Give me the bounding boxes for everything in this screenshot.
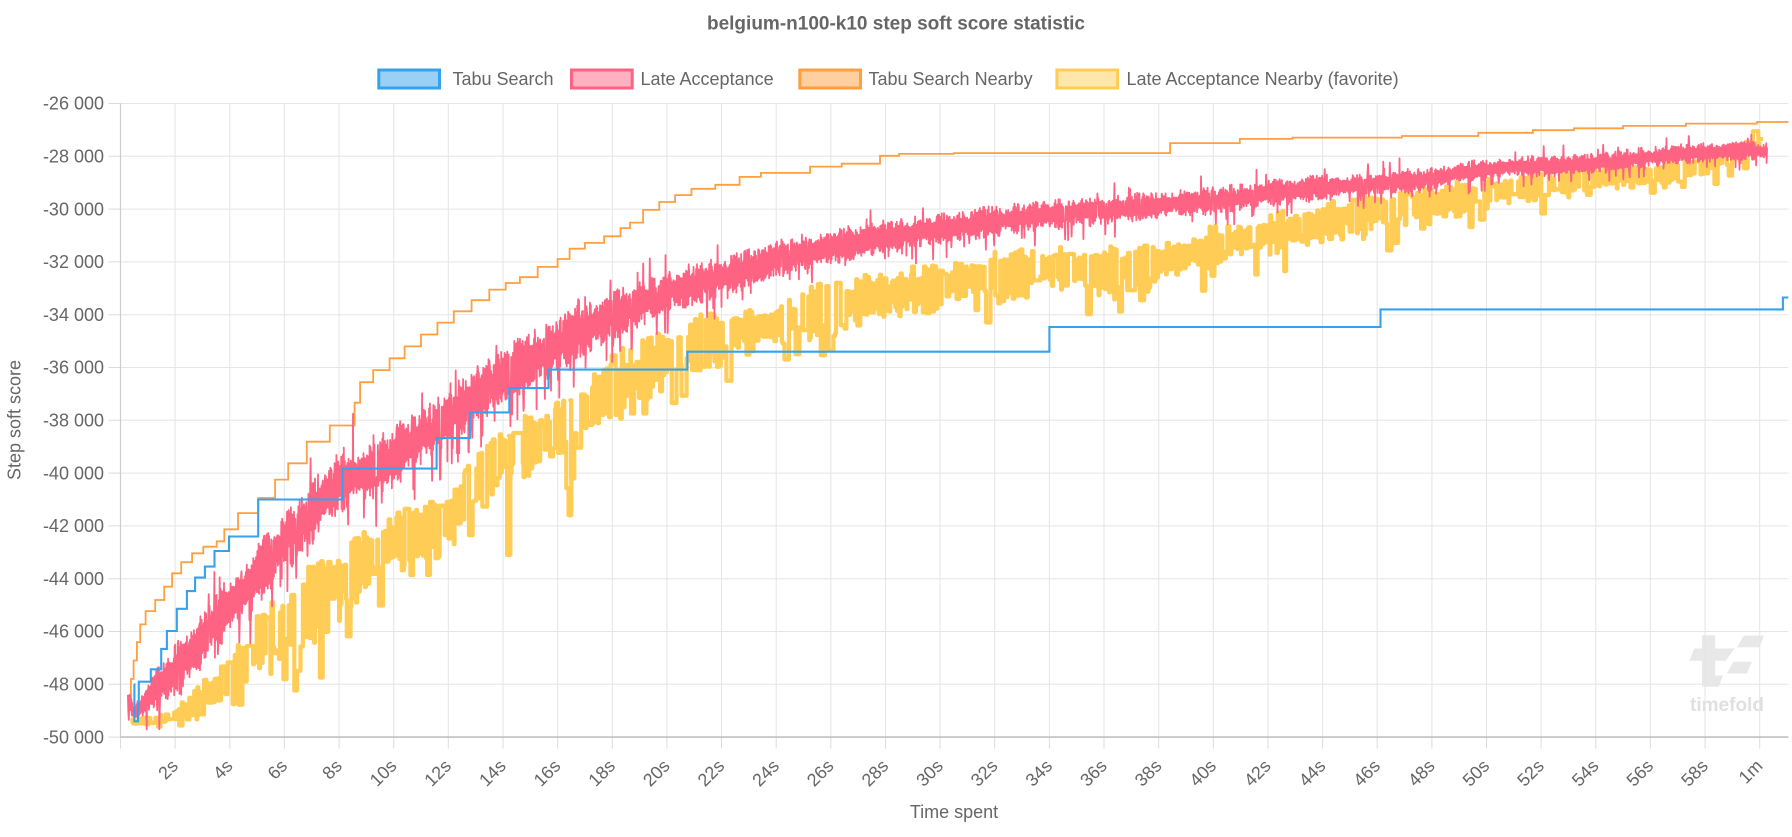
svg-text:-30 000: -30 000 (43, 199, 104, 219)
svg-text:-34 000: -34 000 (43, 305, 104, 325)
svg-text:-36 000: -36 000 (43, 358, 104, 378)
svg-text:Late Acceptance Nearby (favori: Late Acceptance Nearby (favorite) (1127, 69, 1399, 89)
svg-text:-44 000: -44 000 (43, 569, 104, 589)
svg-text:-38 000: -38 000 (43, 411, 104, 431)
svg-text:Time spent: Time spent (910, 802, 998, 822)
svg-text:belgium-n100-k10 step soft sco: belgium-n100-k10 step soft score statist… (707, 14, 1085, 35)
svg-text:-28 000: -28 000 (43, 147, 104, 167)
svg-text:-46 000: -46 000 (43, 622, 104, 642)
svg-text:Tabu Search Nearby: Tabu Search Nearby (869, 69, 1033, 89)
svg-text:-26 000: -26 000 (43, 94, 104, 114)
svg-text:Late Acceptance: Late Acceptance (641, 69, 774, 89)
svg-text:-40 000: -40 000 (43, 463, 104, 483)
svg-text:-32 000: -32 000 (43, 252, 104, 272)
svg-text:-42 000: -42 000 (43, 516, 104, 536)
svg-text:Step soft score: Step soft score (5, 360, 25, 480)
svg-text:Tabu Search: Tabu Search (453, 69, 554, 89)
svg-text:-50 000: -50 000 (43, 727, 104, 747)
svg-text:-48 000: -48 000 (43, 675, 104, 695)
svg-text:timefold: timefold (1690, 695, 1764, 716)
